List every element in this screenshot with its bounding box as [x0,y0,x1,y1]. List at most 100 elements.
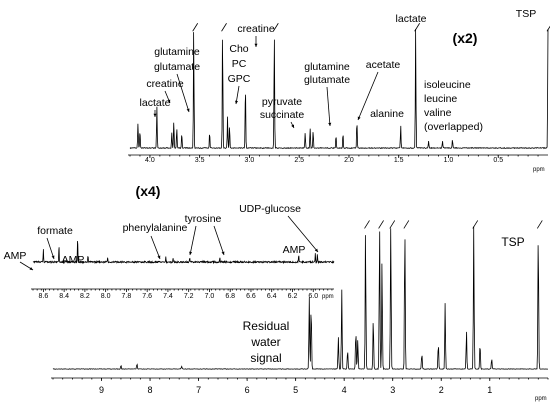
magnification-label: (x4) [136,183,161,199]
inset-spectrum-panel: 8.6 8.4 8.2 8.0 7.8 7.6 7.4 7.2 7.0 6.8 6.6 6.4 6.2 6… [4,180,342,304]
annotation-label: TSP [501,235,524,249]
annotation-label: creatine [237,23,275,35]
annotation-label: pyruvate [262,96,302,108]
annotation-label: Residual [243,319,290,333]
annotation-label: TSP [516,8,536,20]
clipped-peak-mark [378,220,384,229]
clipped-peak-mark [403,220,410,229]
x-unit-label: ppm [322,294,334,300]
x-tick-label: 7 [196,385,201,395]
annotation-arrow [213,225,225,256]
annotation-label: phenylalanine [123,222,188,234]
clipped-peak-mark [221,23,227,32]
annotation-arrowhead [314,248,318,252]
clipped-peak-mark [192,23,199,32]
annotation-label: AMP [4,250,27,262]
annotation-label: lactate [396,13,427,25]
x-tick-label: 7.0 [205,293,215,300]
x-tick-label: 3.0 [245,157,255,164]
annotation-arrowhead [291,124,294,128]
x-tick-label: 1.0 [444,157,454,164]
clipped-peak-mark [414,23,420,32]
x-tick-label: 7.8 [122,293,132,300]
x-tick-label: 1.5 [394,157,404,164]
x-tick-label: 9 [99,385,104,395]
inset-background [8,180,342,304]
magnification-label: (x2) [453,30,478,46]
annotation-label: glutamate [154,61,200,73]
annotation-arrow [326,86,331,127]
x-tick-label: 8 [148,385,153,395]
x-tick-label: 3.5 [195,157,205,164]
annotation-label: AMP [283,244,306,256]
annotation-label: acetate [366,59,401,71]
annotation-label: leucine [424,93,457,105]
x-tick-label: 7.6 [142,293,152,300]
annotation-arrow [189,225,197,256]
annotation-arrowhead [235,100,238,104]
x-tick-label: 2.5 [294,157,304,164]
annotation-label: (overlapped) [424,121,483,133]
spectrum-trace [32,240,335,265]
x-tick-label: 8.2 [80,293,90,300]
annotation-arrowhead [221,251,225,255]
annotation-label: signal [250,351,281,365]
x-unit-label: ppm [533,167,545,173]
annotation-arrowhead [153,113,157,117]
annotation-label: glutamine [304,61,350,73]
annotation-arrowhead [328,122,332,126]
x-tick-label: 6 [245,385,250,395]
x-tick-label: 2 [439,385,444,395]
x-tick-label: 8.6 [39,293,49,300]
x-tick-label: 7.4 [163,293,173,300]
annotation-arrow [46,237,55,260]
annotation-arrowhead [29,267,33,270]
annotation-label: valine [424,107,452,119]
annotation-label: Cho [229,43,248,55]
x-tick-label: 6.0 [308,293,318,300]
top-spectrum-panel: 4.0 3.5 3.0 2.5 2.0 1.5 1.0 0.5 ppm lactate creati… [128,8,550,173]
clipped-peak-mark [389,220,396,229]
annotation-arrowhead [157,255,161,259]
annotation-label: GPC [228,73,251,85]
annotation-label: formate [37,225,73,237]
spectrum-trace [129,28,549,150]
annotation-label: succinate [260,109,305,121]
annotation-label: water [250,335,280,349]
x-tick-label: 6.6 [246,293,256,300]
annotation-label: glutamine [154,46,200,58]
spectrum-trace [52,226,548,370]
x-tick-label: 6.8 [225,293,235,300]
x-tick-label: 4 [342,385,347,395]
annotation-label: glutamate [304,74,350,86]
clipped-peak-mark [472,220,479,229]
annotation-label: tyrosine [185,213,222,225]
x-tick-label: 6.4 [267,293,277,300]
annotation-arrowhead [357,116,361,120]
annotation-arrowhead [254,43,258,47]
x-tick-label: 8.0 [101,293,111,300]
annotation-label: PC [232,58,247,70]
annotation-arrowhead [167,99,171,103]
full-spectrum-panel: 9 8 7 6 5 4 3 2 1 ppm Residual water signal TSP [51,220,549,402]
annotation-arrowhead [189,251,193,255]
annotation-arrowhead [186,108,190,112]
x-tick-label: 2.0 [344,157,354,164]
x-tick-label: 3 [390,385,395,395]
annotation-label: lactate [140,97,171,109]
annotation-arrow [357,71,379,121]
annotation-arrow [150,235,161,260]
annotation-label: isoleucine [424,79,471,91]
annotation-label: UDP-glucose [239,203,301,215]
x-tick-label: 0.5 [493,157,503,164]
x-tick-label: 8.4 [59,293,69,300]
annotation-arrowhead [51,255,55,259]
x-tick-label: 1 [487,385,492,395]
clipped-peak-mark [364,220,370,229]
annotation-label: alanine [370,108,404,120]
annotation-label: AMP [62,254,85,266]
annotation-arrow [176,73,190,113]
x-unit-label: ppm [535,396,547,402]
x-tick-label: 4.0 [145,157,155,164]
